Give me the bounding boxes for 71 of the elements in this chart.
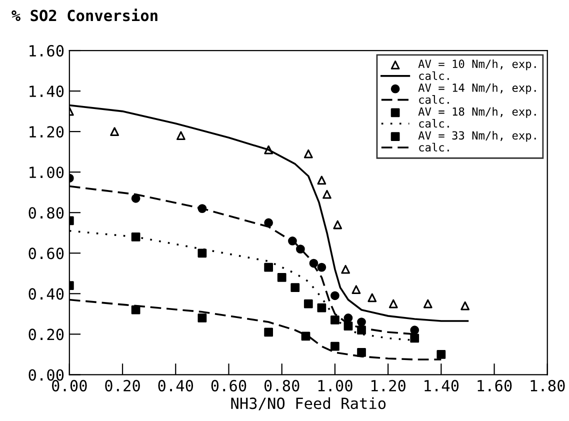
x-tick-label: 1.00 <box>318 380 352 392</box>
y-tick-label: 1.60 <box>30 45 64 57</box>
point <box>131 232 140 242</box>
point <box>333 220 342 230</box>
legend-label: calc. <box>419 71 449 80</box>
x-tick-label: 1.80 <box>530 380 565 392</box>
point <box>301 332 310 341</box>
point <box>304 299 313 308</box>
point <box>309 258 318 268</box>
legend-label: calc. <box>419 119 449 128</box>
x-tick-label: 0.80 <box>264 380 300 392</box>
point <box>131 305 140 314</box>
point <box>344 314 353 322</box>
point <box>423 299 432 308</box>
legend-label: calc. <box>419 142 449 152</box>
point <box>344 322 353 331</box>
point <box>264 262 274 272</box>
y-tick-label: 0.80 <box>28 207 64 219</box>
point <box>296 244 305 254</box>
point <box>410 326 420 335</box>
point <box>322 190 332 199</box>
chart-title: % SO2 Conversion <box>12 8 158 22</box>
legend-label: AV = 10 Nm/h, exp. <box>418 59 536 70</box>
point <box>460 301 470 310</box>
x-tick-label: 1.60 <box>478 380 512 392</box>
point <box>352 285 361 294</box>
point <box>264 145 274 154</box>
legend-label: AV = 14 Nm/h, exp. <box>418 83 536 94</box>
x-tick-label: 0.60 <box>211 380 246 392</box>
legend-label: calc. <box>419 95 449 104</box>
x-tick-label: 1.20 <box>372 380 406 392</box>
legend-label: AV = 33 Nm/h, exp. <box>418 131 536 142</box>
x-tick-label: 0.00 <box>52 380 87 392</box>
x-axis-title: NH3/NO Feed Ratio <box>231 397 386 410</box>
point <box>368 293 377 302</box>
point <box>264 218 274 228</box>
point <box>288 236 297 246</box>
y-tick-label: 1.20 <box>30 126 64 138</box>
point <box>198 204 207 213</box>
y-tick-label: 1.40 <box>30 86 64 98</box>
point <box>131 194 140 203</box>
point <box>304 149 313 158</box>
point <box>198 248 207 258</box>
y-tick-label: 0.40 <box>28 288 64 300</box>
point <box>317 262 326 272</box>
point <box>341 264 350 274</box>
point <box>290 283 300 292</box>
point <box>317 176 326 185</box>
point <box>330 291 340 300</box>
point <box>330 316 340 324</box>
x-tick-label: 1.40 <box>424 380 459 392</box>
point <box>317 303 326 312</box>
point <box>357 326 366 335</box>
point <box>357 318 366 326</box>
y-tick-label: 0.20 <box>28 328 64 340</box>
y-tick-label: 0.00 <box>28 369 64 381</box>
point <box>264 328 274 337</box>
y-tick-label: 0.60 <box>28 248 64 260</box>
point <box>198 314 207 322</box>
point <box>410 334 420 343</box>
point <box>357 348 366 357</box>
x-tick-label: 0.40 <box>158 380 194 392</box>
point <box>277 273 286 282</box>
point <box>436 350 446 359</box>
x-tick-label: 0.20 <box>105 380 140 392</box>
y-tick-label: 1.00 <box>30 166 64 178</box>
point <box>388 299 398 308</box>
point <box>330 342 340 351</box>
point <box>110 127 119 136</box>
legend-label: AV = 18 Nm/h, exp. <box>418 107 536 118</box>
point <box>176 131 186 140</box>
